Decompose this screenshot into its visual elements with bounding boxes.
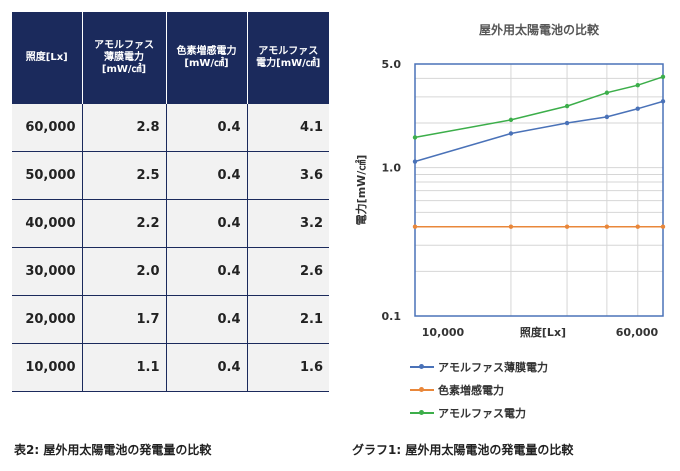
data-point [635, 106, 640, 111]
data-point [508, 131, 514, 136]
data-point [564, 103, 570, 109]
data-point [660, 224, 666, 229]
data-point [508, 117, 514, 123]
chart-caption: グラフ1: 屋外用太陽電池の発電量の比較 [352, 443, 574, 457]
table-row: 40,000 2.2 0.4 3.2 [12, 199, 329, 248]
comparison-table: 照度[Lx] アモルファス 薄膜電力 [mW/㎠] 色素増感電力 [mW/㎠] … [12, 12, 329, 392]
header-illuminance: 照度[Lx] [12, 12, 82, 104]
x-tick-label: 60,000 [616, 326, 659, 339]
data-point [660, 74, 666, 79]
table-cell: 30,000 [12, 247, 82, 296]
table-cell: 2.6 [246, 247, 329, 296]
table-cell: 1.1 [81, 343, 166, 392]
data-point [564, 224, 570, 229]
data-point [604, 90, 610, 95]
data-point [508, 224, 514, 229]
table-cell: 0.4 [165, 199, 247, 248]
table-cell: 4.1 [246, 103, 329, 152]
chart-title: 屋外用太陽電池の比較 [479, 22, 600, 37]
legend-marker [410, 409, 434, 415]
table-cell: 3.6 [246, 151, 329, 200]
legend-label: 色素増感電力 [438, 383, 504, 397]
legend-item: アモルファス薄膜電力 [410, 355, 548, 378]
y-tick-label: 1.0 [382, 162, 402, 175]
table-row: 60,000 2.8 0.4 4.1 [12, 103, 329, 152]
table-cell: 40,000 [12, 199, 82, 248]
legend-marker [410, 386, 434, 392]
table-cell: 10,000 [12, 343, 82, 392]
header-amorphous-thin-film: アモルファス 薄膜電力 [mW/㎠] [81, 12, 166, 104]
x-tick-label: 10,000 [422, 326, 465, 339]
data-point [635, 82, 640, 88]
x-axis-label: 照度[Lx] [520, 325, 566, 339]
header-amorphous: アモルファス 電力[mW/㎠] [246, 12, 329, 104]
series-line [414, 76, 664, 139]
data-point [412, 135, 418, 140]
data-point [412, 224, 418, 229]
line-chart: 屋外用太陽電池の比較 0.1 1.0 5.0 10,000 60,000 照度[Lx] 電力[… [354, 22, 666, 339]
table-cell: 3.2 [246, 199, 329, 248]
table-cell: 0.4 [165, 247, 247, 296]
data-point [564, 120, 570, 126]
y-tick-label: 0.1 [382, 310, 402, 323]
table-row: 20,000 1.7 0.4 2.1 [12, 295, 329, 344]
y-tick-label: 5.0 [382, 58, 402, 71]
legend-marker [410, 363, 434, 369]
table-cell: 2.5 [81, 151, 166, 200]
legend-label: アモルファス電力 [438, 406, 526, 420]
table-cell: 50,000 [12, 151, 82, 200]
table-cell: 0.4 [165, 151, 247, 200]
table-cell: 0.4 [165, 103, 247, 152]
chart-legend: アモルファス薄膜電力 色素増感電力 アモルファス電力 [410, 355, 548, 424]
table-row: 50,000 2.5 0.4 3.6 [12, 151, 329, 200]
data-point [604, 114, 610, 120]
table-cell: 20,000 [12, 295, 82, 344]
data-point [412, 159, 418, 164]
header-dye-sensitized: 色素増感電力 [mW/㎠] [165, 12, 247, 104]
table-header-row: 照度[Lx] アモルファス 薄膜電力 [mW/㎠] 色素増感電力 [mW/㎠] … [12, 12, 329, 104]
table-caption: 表2: 屋外用太陽電池の発電量の比較 [14, 443, 212, 457]
table-cell: 1.7 [81, 295, 166, 344]
table-cell: 60,000 [12, 103, 82, 152]
table-cell: 2.2 [81, 199, 166, 248]
table-row: 30,000 2.0 0.4 2.6 [12, 247, 329, 296]
data-point [604, 224, 610, 229]
table-cell: 1.6 [246, 343, 329, 392]
data-point [635, 224, 640, 229]
y-axis-label: 電力[mW/㎠] [354, 155, 368, 226]
table-cell: 0.4 [165, 295, 247, 344]
table-cell: 0.4 [165, 343, 247, 392]
table-cell: 2.0 [81, 247, 166, 296]
series-line [414, 100, 664, 163]
plot-frame [414, 63, 664, 317]
table-cell: 2.8 [81, 103, 166, 152]
legend-item: 色素増感電力 [410, 378, 548, 401]
data-point [660, 99, 666, 104]
table-cell: 2.1 [246, 295, 329, 344]
legend-item: アモルファス電力 [410, 401, 548, 424]
legend-label: アモルファス薄膜電力 [438, 360, 548, 374]
table-row: 10,000 1.1 0.4 1.6 [12, 343, 329, 392]
